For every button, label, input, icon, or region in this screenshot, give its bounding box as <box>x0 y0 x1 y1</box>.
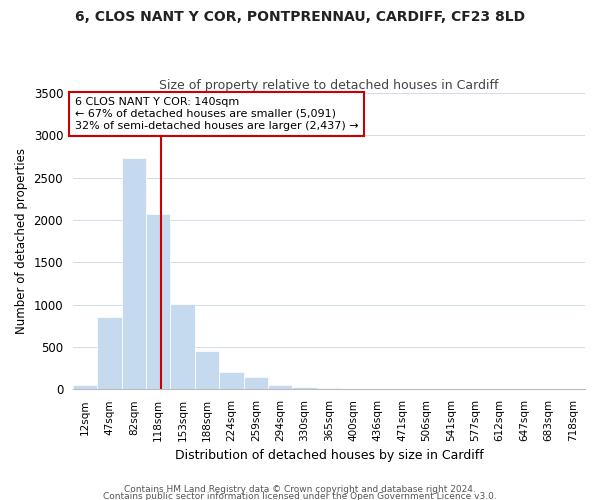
X-axis label: Distribution of detached houses by size in Cardiff: Distribution of detached houses by size … <box>175 450 484 462</box>
Bar <box>170 304 195 390</box>
Bar <box>122 158 146 390</box>
Title: Size of property relative to detached houses in Cardiff: Size of property relative to detached ho… <box>159 79 499 92</box>
Bar <box>292 387 317 390</box>
Bar <box>244 377 268 390</box>
Bar <box>73 384 97 390</box>
Bar <box>195 351 219 390</box>
Bar <box>317 388 341 390</box>
Text: Contains public sector information licensed under the Open Government Licence v3: Contains public sector information licen… <box>103 492 497 500</box>
Text: Contains HM Land Registry data © Crown copyright and database right 2024.: Contains HM Land Registry data © Crown c… <box>124 486 476 494</box>
Bar <box>219 372 244 390</box>
Bar <box>146 214 170 390</box>
Bar <box>97 318 122 390</box>
Bar <box>268 384 292 390</box>
Text: 6, CLOS NANT Y COR, PONTPRENNAU, CARDIFF, CF23 8LD: 6, CLOS NANT Y COR, PONTPRENNAU, CARDIFF… <box>75 10 525 24</box>
Text: 6 CLOS NANT Y COR: 140sqm
← 67% of detached houses are smaller (5,091)
32% of se: 6 CLOS NANT Y COR: 140sqm ← 67% of detac… <box>75 98 358 130</box>
Y-axis label: Number of detached properties: Number of detached properties <box>15 148 28 334</box>
